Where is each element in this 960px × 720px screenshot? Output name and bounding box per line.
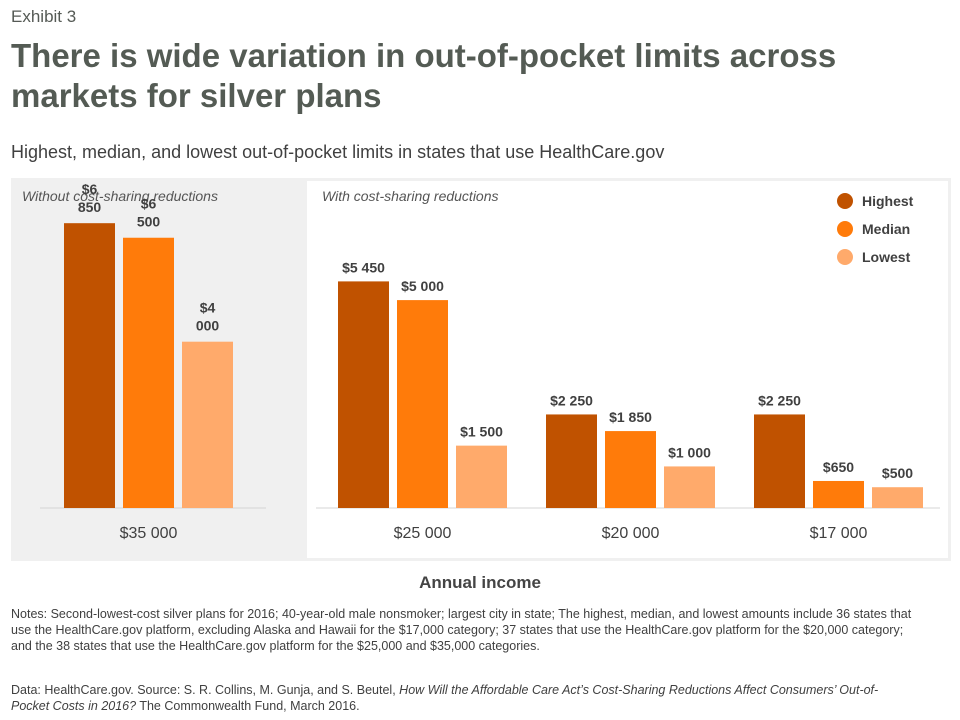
page-title: There is wide variation in out-of-pocket… — [11, 37, 837, 114]
legend-swatch-highest — [837, 193, 853, 209]
category-label-1: $25 000 — [394, 525, 452, 542]
legend-swatch-lowest — [837, 249, 853, 265]
bar-highest-3 — [754, 414, 805, 508]
value-label-median-1: $5 000 — [401, 278, 444, 294]
value-label-lowest-1: $1 500 — [460, 424, 503, 440]
bar-lowest-3 — [872, 487, 923, 508]
source-prefix: Data: HealthCare.gov. Source: S. R. Coll… — [11, 683, 396, 697]
value-label-lowest-3: $500 — [882, 465, 913, 481]
legend-swatch-median — [837, 221, 853, 237]
exhibit-label: Exhibit 3 — [11, 7, 77, 26]
bar-median-0 — [123, 237, 174, 508]
bar-highest-2 — [546, 414, 597, 508]
source-suffix: The Commonwealth Fund, March 2016. — [139, 699, 360, 713]
legend-label-median: Median — [862, 221, 910, 237]
value-label-median-3: $650 — [823, 459, 854, 475]
bar-highest-1 — [338, 281, 389, 508]
value-label-median-2: $1 850 — [609, 409, 652, 425]
notes-text: Notes: Second-lowest-cost silver plans f… — [11, 607, 912, 653]
bar-median-1 — [397, 300, 448, 508]
category-label-3: $17 000 — [810, 525, 868, 542]
bar-lowest-0 — [182, 341, 233, 508]
value-label-highest-3: $2 250 — [758, 392, 801, 408]
category-label-0: $35 000 — [120, 525, 178, 542]
page-subtitle: Highest, median, and lowest out-of-pocke… — [11, 142, 665, 162]
value-label-median-0: $6 500 — [137, 196, 161, 230]
value-label-highest-1: $5 450 — [342, 259, 385, 275]
bar-lowest-2 — [664, 466, 715, 508]
panel-label-with-csr: With cost-sharing reductions — [322, 188, 499, 204]
value-label-lowest-2: $1 000 — [668, 444, 711, 460]
legend-label-lowest: Lowest — [862, 249, 911, 265]
value-label-highest-2: $2 250 — [550, 392, 593, 408]
bar-highest-0 — [64, 223, 115, 508]
x-axis-title: Annual income — [419, 573, 541, 592]
bar-median-3 — [813, 480, 864, 508]
value-label-lowest-0: $4 000 — [196, 300, 220, 334]
legend-label-highest: Highest — [862, 193, 914, 209]
source-work-title: How Will the Affordable Care Act’s Cost-… — [11, 683, 879, 713]
value-label-highest-0: $6 850 — [78, 181, 102, 215]
panel-label-without-csr: Without cost-sharing reductions — [22, 188, 218, 204]
category-label-2: $20 000 — [602, 525, 660, 542]
bar-lowest-1 — [456, 445, 507, 508]
source-text: Data: HealthCare.gov. Source: S. R. Coll… — [11, 682, 916, 714]
bar-median-2 — [605, 431, 656, 508]
